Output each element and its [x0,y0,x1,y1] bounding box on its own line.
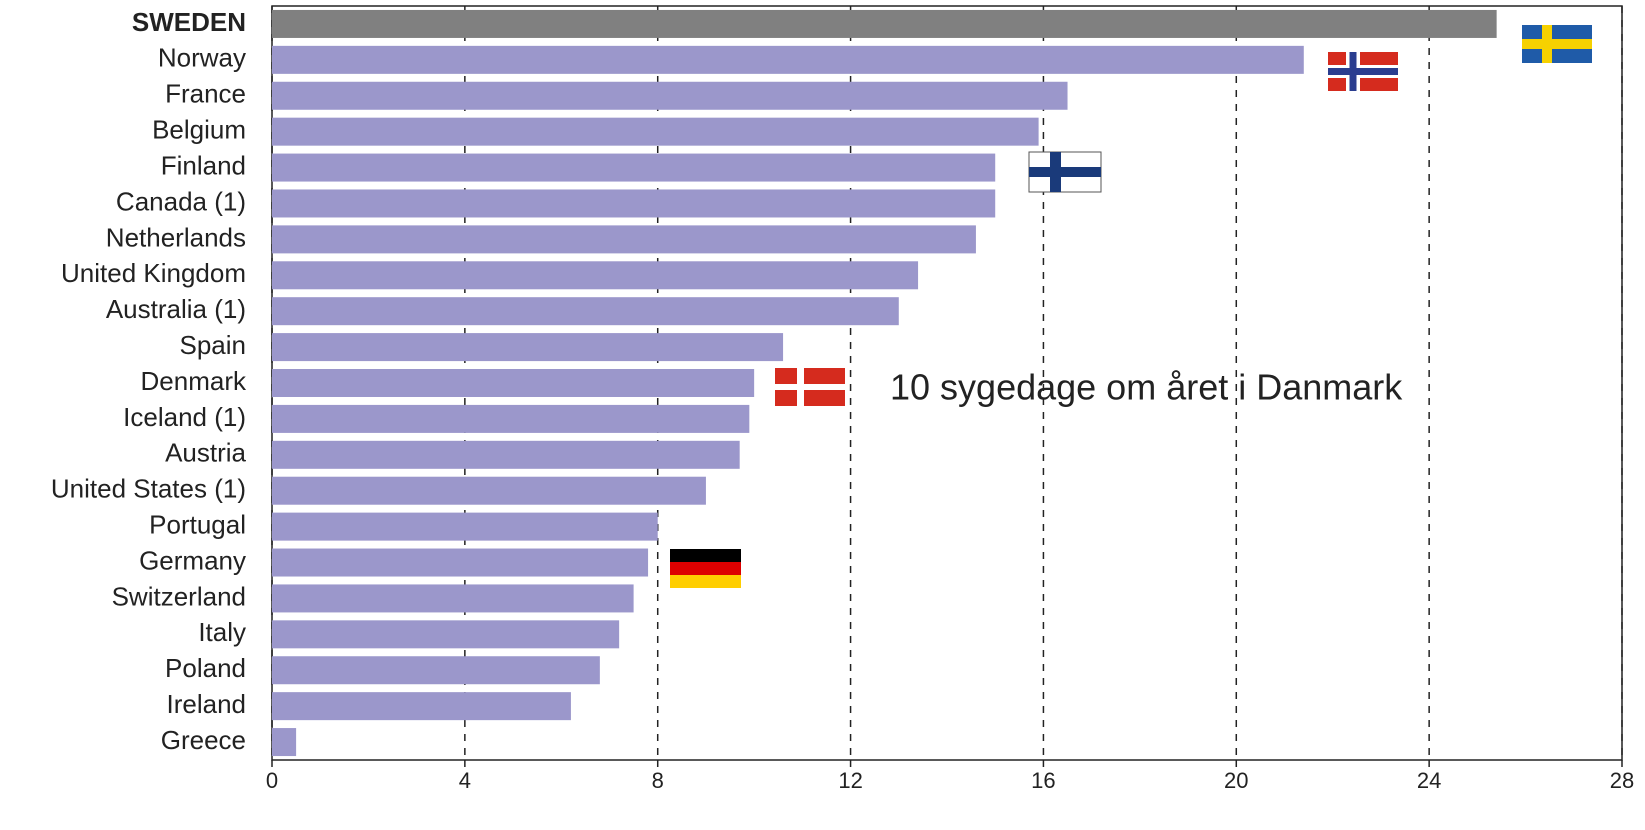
y-tick-label: France [165,79,246,109]
y-tick-label: Australia (1) [106,294,246,324]
x-tick-label: 28 [1610,768,1634,793]
flag-denmark [775,368,845,406]
y-tick-label: Poland [165,653,246,683]
bar [272,620,620,649]
x-tick-label: 0 [266,768,278,793]
bar [272,404,750,433]
x-tick-label: 20 [1224,768,1248,793]
bar [272,9,1497,38]
y-tick-label: Netherlands [106,222,246,252]
flag-norway [1328,52,1398,91]
flag-germany [670,549,741,588]
bar [272,189,996,218]
y-tick-label: Norway [158,43,246,73]
bar [272,476,706,505]
bar [272,656,600,685]
x-tick-label: 16 [1031,768,1055,793]
bar [272,512,658,541]
y-tick-label: Denmark [141,366,247,396]
bar [272,728,297,757]
x-tick-label: 8 [652,768,664,793]
y-tick-label: Austria [165,438,246,468]
bar [272,584,634,613]
bar [272,81,1068,110]
annotation: 10 sygedage om året i Danmark [890,367,1403,408]
bar [272,261,919,290]
y-tick-label: Germany [139,545,246,575]
bar [272,153,996,182]
bar [272,440,740,469]
bar [272,333,784,362]
flag-sweden [1522,25,1592,63]
y-tick-label: SWEDEN [132,7,246,37]
y-tick-label: Belgium [152,115,246,145]
bar [272,369,755,397]
y-tick-label: Canada (1) [116,186,246,216]
y-tick-label: Iceland (1) [123,402,246,432]
y-tick-label: Greece [161,725,246,755]
bar [272,297,899,326]
x-tick-label: 24 [1417,768,1441,793]
bar [272,45,1304,74]
y-tick-label: Italy [198,617,246,647]
y-tick-label: United States (1) [51,474,246,504]
y-tick-label: Spain [180,330,247,360]
bar [272,692,571,721]
y-tick-label: Ireland [167,689,247,719]
y-tick-label: Switzerland [112,581,246,611]
bar [272,225,976,254]
bar [272,117,1039,146]
bar [272,548,649,577]
flag-finland [1028,151,1102,193]
x-tick-label: 4 [459,768,471,793]
y-tick-label: Finland [161,150,246,180]
y-tick-label: Portugal [149,509,246,539]
y-tick-label: United Kingdom [61,258,246,288]
x-tick-label: 12 [838,768,862,793]
